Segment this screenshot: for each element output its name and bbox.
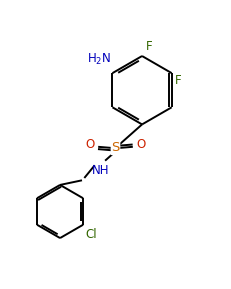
Text: H$_2$N: H$_2$N xyxy=(87,52,111,67)
Text: Cl: Cl xyxy=(85,228,97,241)
Text: S: S xyxy=(111,141,120,154)
Text: O: O xyxy=(136,138,146,151)
Text: F: F xyxy=(146,40,152,53)
Text: NH: NH xyxy=(92,164,109,177)
Text: O: O xyxy=(85,138,95,151)
Text: F: F xyxy=(175,74,182,87)
